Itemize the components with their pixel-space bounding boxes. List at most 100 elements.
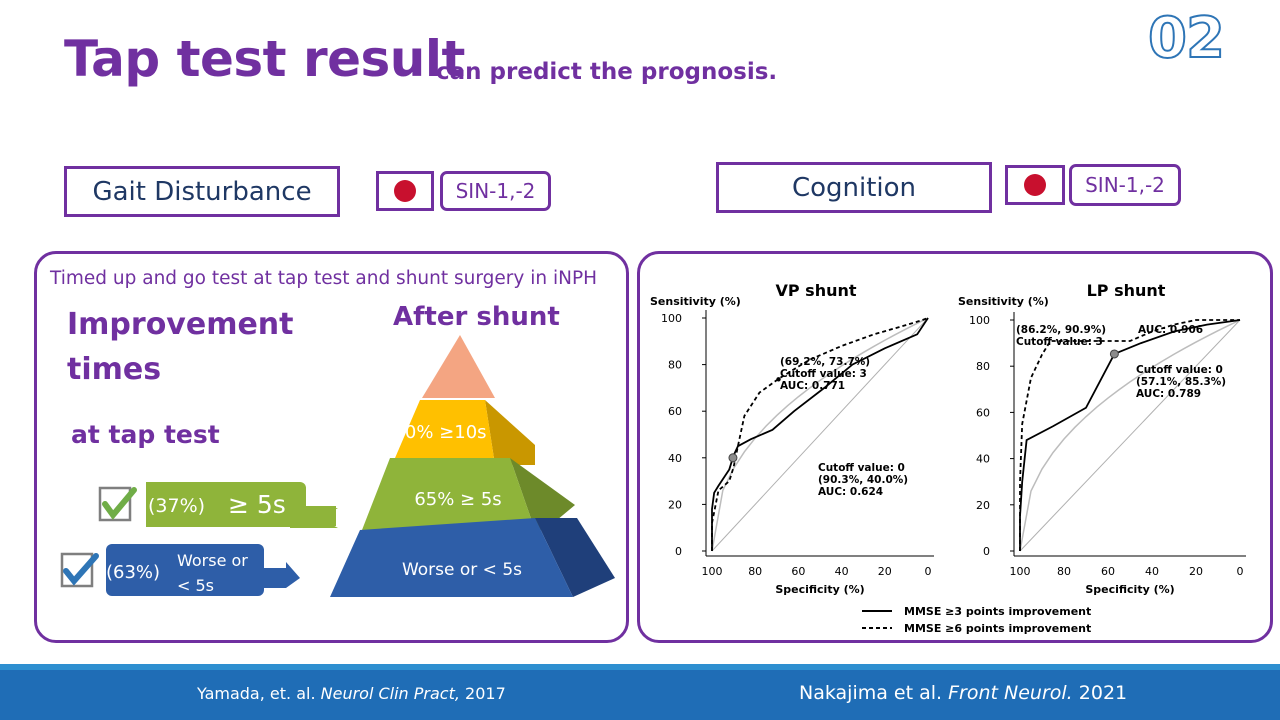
tap-row-worse-box xyxy=(106,544,264,596)
x-axis-label: Specificity (%) xyxy=(1085,583,1174,596)
citation-left-year: 2017 xyxy=(465,684,506,703)
reference-diagonal xyxy=(1019,319,1241,552)
cognition-panel xyxy=(637,251,1273,643)
roc-chart-2: 0 20 40 60 80 100 100 80 60 40 20 0 LP shunt Sensitiv… xyxy=(958,281,1246,596)
improvement-heading: Improvement times xyxy=(67,302,307,392)
panel-subtitle: Timed up and go test at tap test and shu… xyxy=(50,268,598,289)
chart-annotation: (57.1%, 85.3%) xyxy=(1136,376,1226,388)
check-green-icon xyxy=(102,487,137,520)
citation-left: Yamada, et. al. Neurol Clin Pract, 2017 xyxy=(197,684,506,703)
japan-flag-icon xyxy=(1005,165,1065,205)
study-badge-right: SIN-1,-2 xyxy=(1069,164,1181,206)
y-tick-label: 40 xyxy=(668,452,682,465)
y-tick-label: 100 xyxy=(661,312,682,325)
page-title: Tap test result xyxy=(64,30,465,88)
cognition-label: Cognition xyxy=(716,162,992,213)
x-tick-label: 80 xyxy=(748,565,762,578)
x-tick-label: 20 xyxy=(1189,565,1203,578)
japan-flag-icon xyxy=(376,171,434,211)
y-axis-label: Sensitivity (%) xyxy=(958,295,1049,308)
x-tick-label: 60 xyxy=(791,565,805,578)
roc-chart-1: 0 20 40 60 80 100 100 80 60 40 20 0 VP shunt Sensitiv… xyxy=(650,281,934,596)
pyramid-tip xyxy=(422,335,495,398)
x-tick-label: 100 xyxy=(1010,565,1031,578)
citation-left-journal: Neurol Clin Pract, xyxy=(320,684,460,703)
y-tick-label: 60 xyxy=(668,405,682,418)
x-tick-label: 40 xyxy=(1145,565,1159,578)
tap-row-worse-text-1: Worse or xyxy=(177,551,248,570)
chart-annotation: AUC: 0.624 xyxy=(818,486,883,498)
chart-annotation: Cutoff value: 3 xyxy=(1016,336,1103,348)
y-tick-label: 0 xyxy=(675,545,682,558)
x-tick-label: 0 xyxy=(1237,565,1244,578)
chart-annotation: AUC: 0.771 xyxy=(780,380,845,392)
y-tick-label: 20 xyxy=(668,498,682,511)
chart-annotation: Cutoff value: 0 xyxy=(818,462,905,474)
pyramid-middle-label: 65% ≥ 5s xyxy=(414,489,501,510)
citation-right-journal: Front Neurol. xyxy=(948,682,1073,704)
chart-annotation: (90.3%, 40.0%) xyxy=(818,474,908,486)
after-shunt-label: After shunt xyxy=(393,302,560,332)
tap-row-improved-text: ≥ 5s xyxy=(228,490,286,519)
y-tick-label: 100 xyxy=(969,314,990,327)
gait-disturbance-label: Gait Disturbance xyxy=(64,166,340,217)
x-tick-label: 20 xyxy=(878,565,892,578)
roc-series-solid xyxy=(1019,319,1241,551)
x-tick-label: 100 xyxy=(702,565,723,578)
roc-series-solid xyxy=(711,317,929,551)
roc-charts: MMSE ≥3 points improvement MMSE ≥6 point… xyxy=(650,281,1246,635)
pyramid-level-middle: 65% ≥ 5s xyxy=(362,458,575,530)
pyramid-bottom-label: Worse or < 5s xyxy=(402,560,522,580)
legend-dashed-label: MMSE ≥6 points improvement xyxy=(904,622,1091,635)
citation-right: Nakajima et al. Front Neurol. 2021 xyxy=(799,682,1127,704)
y-tick-label: 0 xyxy=(983,545,990,558)
after-shunt-pyramid: 40% ≥10s 65% ≥ 5s Worse or < 5s xyxy=(330,335,615,597)
study-badge-left: SIN-1,-2 xyxy=(440,171,551,211)
y-tick-label: 40 xyxy=(976,453,990,466)
citation-right-year: 2021 xyxy=(1078,682,1128,704)
x-tick-label: 0 xyxy=(925,565,932,578)
citation-right-authors: Nakajima et al. xyxy=(799,682,943,704)
cutoff-point xyxy=(728,453,738,463)
tap-row-worse: (63%) Worse or < 5s xyxy=(60,544,300,596)
chart-annotation: Cutoff value: 3 xyxy=(780,368,867,380)
pyramid-level-top: 40% ≥10s xyxy=(392,400,535,465)
pyramid-top-label: 40% ≥10s xyxy=(393,422,486,443)
tap-row-improved: (37%) ≥ 5s xyxy=(98,482,338,528)
chart-annotation: (69.2%, 73.7%) xyxy=(780,356,870,368)
y-axis-label: Sensitivity (%) xyxy=(650,295,741,308)
roc-series-dashed xyxy=(711,317,929,551)
x-tick-label: 80 xyxy=(1057,565,1071,578)
y-tick-label: 20 xyxy=(976,499,990,512)
reference-curve xyxy=(711,317,929,552)
chart-annotation: (86.2%, 90.9%) xyxy=(1016,324,1106,336)
legend-solid-label: MMSE ≥3 points improvement xyxy=(904,605,1091,618)
chart-annotation: AUC: 0.789 xyxy=(1136,388,1201,400)
y-tick-label: 80 xyxy=(976,360,990,373)
page-subtitle: can predict the prognosis. xyxy=(436,59,778,85)
at-tap-test-label: at tap test xyxy=(71,420,220,449)
reference-curve xyxy=(1019,319,1241,552)
y-tick-label: 80 xyxy=(668,359,682,372)
cutoff-point xyxy=(1109,349,1119,359)
y-tick-label: 60 xyxy=(976,406,990,419)
chart-annotation: AUC: 0.906 xyxy=(1138,324,1203,336)
cutoff-point xyxy=(776,377,781,382)
tap-row-improved-pct: (37%) xyxy=(148,495,205,517)
improvement-line1: Improvement xyxy=(67,307,294,342)
slide-number: 02 xyxy=(1147,5,1226,72)
x-tick-label: 60 xyxy=(1101,565,1115,578)
tap-row-worse-text-2: < 5s xyxy=(177,576,214,595)
footer-bar xyxy=(0,664,1280,720)
x-axis-label: Specificity (%) xyxy=(775,583,864,596)
citation-left-authors: Yamada, et. al. xyxy=(197,684,316,703)
tap-row-improved-box xyxy=(146,482,306,527)
pyramid-level-bottom: Worse or < 5s xyxy=(330,518,615,597)
check-blue-icon xyxy=(63,553,99,586)
improvement-line2: times xyxy=(67,352,162,387)
chart-legend: MMSE ≥3 points improvement MMSE ≥6 point… xyxy=(862,605,1091,635)
chart-annotation: Cutoff value: 0 xyxy=(1136,364,1223,376)
chart-title: LP shunt xyxy=(1087,281,1166,300)
x-tick-label: 40 xyxy=(835,565,849,578)
roc-series-dashed xyxy=(1019,319,1240,551)
